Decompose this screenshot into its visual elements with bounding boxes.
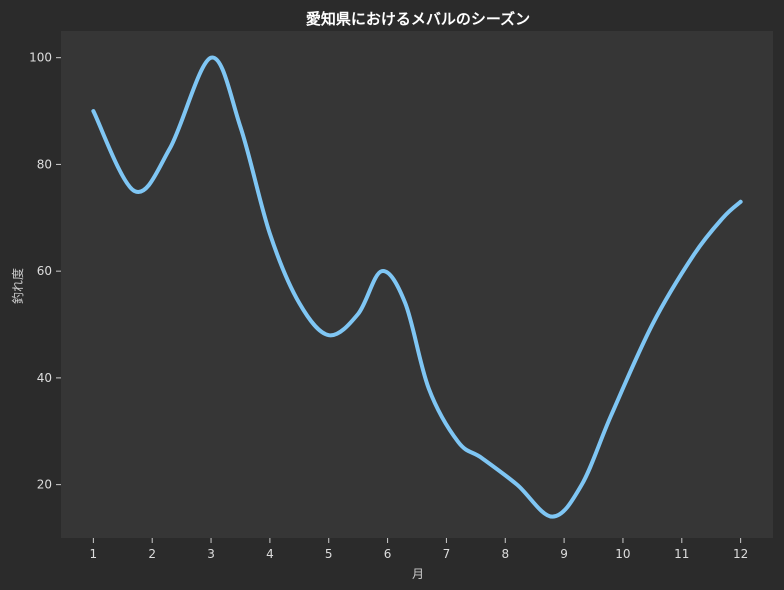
chart-title: 愛知県におけるメバルのシーズン: [306, 10, 530, 28]
x-tick-label: 8: [501, 547, 509, 561]
x-tick-label: 6: [384, 547, 392, 561]
y-tick-label: 100: [29, 51, 52, 65]
y-axis-label: 釣れ度: [10, 268, 25, 304]
x-axis: 1 2 3 4 5 6 7 8 9 10 11 12: [90, 538, 748, 561]
x-tick-label: 7: [443, 547, 451, 561]
y-tick-label: 40: [37, 371, 52, 385]
x-tick-label: 9: [560, 547, 568, 561]
x-tick-label: 12: [733, 547, 748, 561]
x-tick-label: 4: [266, 547, 274, 561]
x-tick-label: 11: [674, 547, 689, 561]
y-axis: 20 40 60 80 100: [29, 51, 61, 492]
x-tick-label: 5: [325, 547, 333, 561]
plot-area: [61, 31, 773, 538]
y-tick-label: 80: [37, 157, 52, 171]
y-tick-label: 60: [37, 264, 52, 278]
series-line: [91, 55, 743, 519]
x-tick-label: 3: [207, 547, 215, 561]
x-tick-label: 2: [148, 547, 156, 561]
x-tick-label: 1: [90, 547, 98, 561]
x-tick-label: 10: [615, 547, 630, 561]
y-tick-label: 20: [37, 478, 52, 492]
x-axis-label: 月: [412, 567, 424, 581]
